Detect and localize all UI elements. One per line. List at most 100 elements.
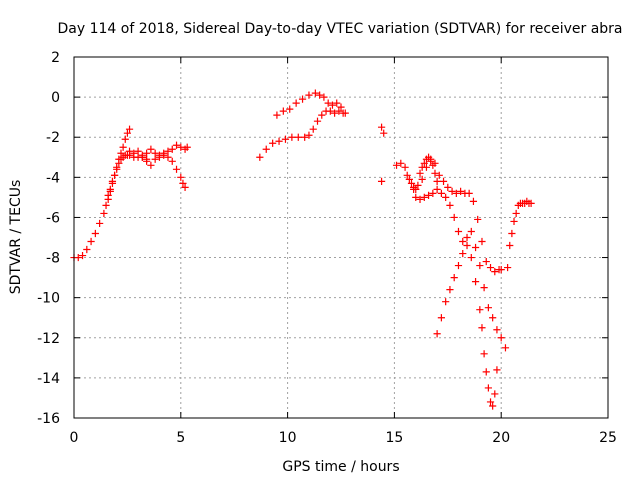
y-tick-label: 0 <box>51 90 60 106</box>
data-point <box>168 157 176 165</box>
data-point <box>83 245 91 254</box>
data-point <box>316 91 324 99</box>
data-point <box>125 125 134 133</box>
data-point <box>305 131 313 139</box>
data-point <box>117 149 125 157</box>
series-late-spike <box>416 153 441 185</box>
y-tick-label: -14 <box>37 371 60 387</box>
data-point <box>164 153 172 161</box>
data-point <box>318 111 326 119</box>
plot-frame <box>73 56 609 419</box>
data-point <box>309 125 317 133</box>
data-point <box>463 233 471 242</box>
data-point <box>416 195 424 203</box>
data-point <box>324 99 332 107</box>
data-point <box>335 107 343 115</box>
x-tick-label: 5 <box>176 430 185 446</box>
data-point <box>313 117 322 125</box>
data-point <box>181 183 189 191</box>
data-point <box>435 171 443 179</box>
data-point <box>442 193 450 201</box>
data-point <box>269 139 277 147</box>
data-point <box>288 133 296 141</box>
data-point <box>168 145 176 153</box>
data-point <box>160 149 168 157</box>
data-point <box>341 109 349 117</box>
data-point <box>104 191 112 199</box>
data-point <box>446 286 454 294</box>
data-point <box>424 191 433 199</box>
data-point <box>429 161 437 169</box>
data-point <box>183 143 191 151</box>
data-point <box>301 133 309 141</box>
data-point <box>482 257 490 266</box>
data-point <box>115 159 123 167</box>
data-point <box>480 350 488 358</box>
data-point <box>484 304 492 312</box>
data-point <box>96 219 104 228</box>
data-point <box>418 175 426 183</box>
data-point <box>471 278 480 286</box>
data-point <box>467 227 475 236</box>
data-point <box>478 237 486 246</box>
data-point <box>177 173 185 181</box>
data-point <box>125 147 134 155</box>
data-point <box>298 95 307 103</box>
data-point <box>429 189 437 197</box>
data-point <box>147 145 155 153</box>
data-point <box>143 149 151 157</box>
data-point <box>457 187 465 195</box>
data-point <box>134 147 142 155</box>
data-point <box>377 123 386 131</box>
data-point <box>489 314 497 322</box>
data-point <box>292 99 300 107</box>
data-point <box>476 306 484 314</box>
data-point <box>130 149 138 157</box>
x-tick-label: 25 <box>599 430 617 446</box>
data-point <box>465 189 473 197</box>
data-points <box>70 89 535 410</box>
series-late-lower <box>412 185 501 410</box>
series-mid-upper <box>273 89 349 119</box>
data-point <box>108 177 117 185</box>
data-point <box>102 201 110 210</box>
data-point <box>452 189 460 197</box>
data-point <box>476 261 484 270</box>
data-point <box>418 163 426 171</box>
data-point <box>482 368 490 376</box>
data-point <box>486 263 495 272</box>
data-point <box>420 159 428 167</box>
data-point <box>491 267 499 276</box>
data-point <box>491 390 499 398</box>
data-point <box>100 209 108 218</box>
data-point <box>433 185 441 193</box>
chart-title: Day 114 of 2018, Sidereal Day-to-day VTE… <box>57 21 622 37</box>
data-point <box>74 253 82 262</box>
grid <box>74 57 608 418</box>
series-mid-lower <box>256 107 347 161</box>
data-point <box>279 107 287 115</box>
data-point <box>427 155 435 163</box>
y-tick-label: -4 <box>46 170 60 186</box>
data-point <box>444 183 452 191</box>
data-point <box>471 243 480 252</box>
data-point <box>138 153 146 161</box>
data-point <box>164 147 172 155</box>
data-point <box>179 179 187 187</box>
data-point <box>431 169 439 177</box>
data-point <box>155 151 164 159</box>
data-point <box>480 284 488 292</box>
data-point <box>311 89 319 97</box>
data-point <box>510 217 518 226</box>
x-tick-label: 15 <box>385 430 403 446</box>
data-point <box>450 213 458 222</box>
data-point <box>437 314 445 322</box>
data-point <box>294 133 302 141</box>
data-point <box>504 263 512 272</box>
data-point <box>275 137 283 145</box>
x-tick-label: 10 <box>279 430 297 446</box>
data-point <box>151 149 159 157</box>
data-point <box>256 153 264 161</box>
